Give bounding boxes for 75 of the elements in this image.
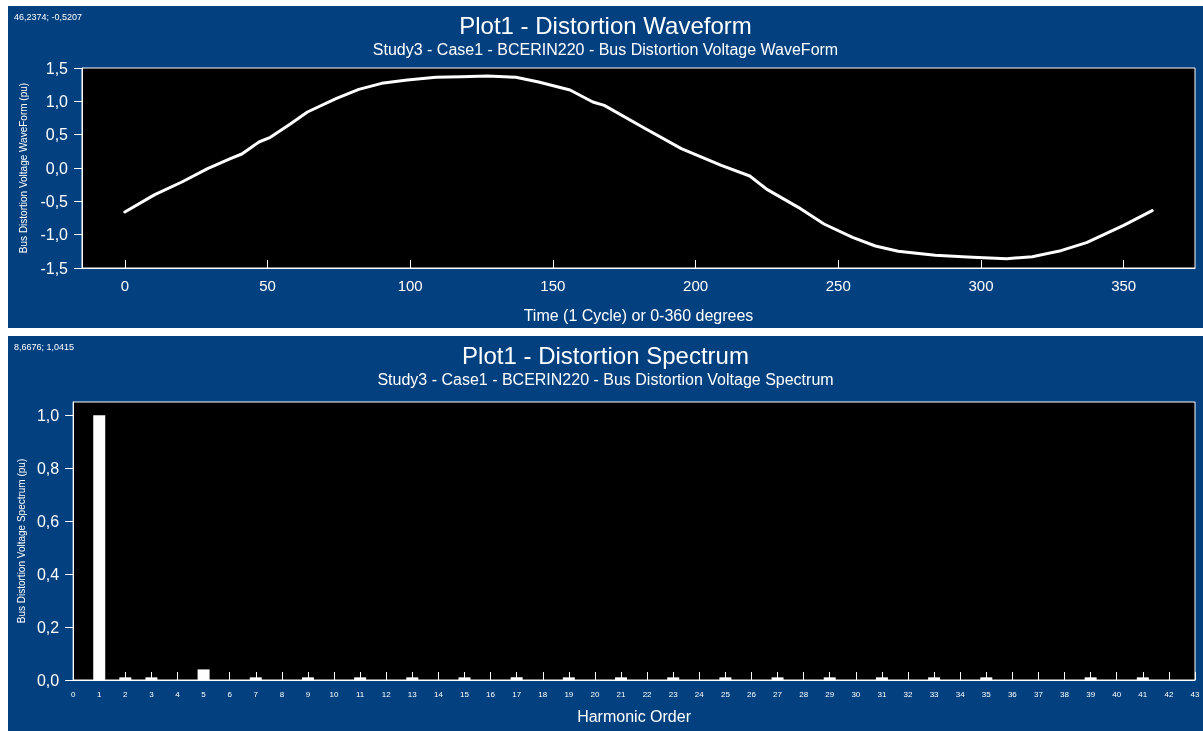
x-tick-label: 27 xyxy=(773,689,783,699)
x-tick-label: 12 xyxy=(381,689,392,699)
x-tick-label: 200 xyxy=(683,277,709,294)
x-tick-label: 28 xyxy=(799,689,809,699)
x-tick-label: 0 xyxy=(70,689,76,699)
x-tick-label: 36 xyxy=(1007,689,1018,699)
x-tick-label: 20 xyxy=(590,689,600,699)
x-tick-label: 7 xyxy=(253,689,259,699)
y-tick-label: -1,0 xyxy=(40,226,69,244)
y-axis-title: Bus Distortion Voltage Spectrum (pu) xyxy=(15,458,27,624)
x-tick-label: 35 xyxy=(981,689,992,699)
chart-title: Plot1 - Distortion Spectrum xyxy=(462,341,749,369)
y-tick-label: 1,0 xyxy=(45,92,69,110)
x-tick-label: 19 xyxy=(564,689,574,699)
x-tick-label: 2 xyxy=(123,689,129,699)
x-tick-label: 40 xyxy=(1112,689,1122,699)
x-tick-label: 4 xyxy=(175,689,181,699)
x-tick-label: 24 xyxy=(694,689,705,699)
x-tick-label: 350 xyxy=(1111,277,1137,294)
text: 46,2374; -0,5207 xyxy=(14,11,83,22)
x-tick-label: 300 xyxy=(968,277,994,294)
y-tick-label: 1,5 xyxy=(45,59,69,77)
x-tick-label: 250 xyxy=(825,277,851,294)
x-axis-title: Time (1 Cycle) or 0-360 degrees xyxy=(523,306,754,324)
x-tick-label: 31 xyxy=(877,689,887,699)
x-tick-label: 42 xyxy=(1164,689,1174,699)
x-tick-label: 11 xyxy=(355,689,365,699)
x-tick-label: 37 xyxy=(1034,689,1044,699)
y-tick-label: 0,8 xyxy=(36,459,60,477)
x-tick-label: 3 xyxy=(149,689,155,699)
text: 8,6676; 1,0415 xyxy=(14,341,75,352)
x-tick-label: 43 xyxy=(1190,689,1200,699)
y-tick-label: -0,5 xyxy=(40,192,69,210)
y-tick-label: 0,5 xyxy=(45,126,69,144)
x-tick-label: 34 xyxy=(955,689,966,699)
x-tick-label: 8 xyxy=(279,689,285,699)
x-tick-label: 39 xyxy=(1086,689,1096,699)
x-tick-label: 18 xyxy=(538,689,548,699)
x-tick-label: 15 xyxy=(460,689,470,699)
x-tick-label: 38 xyxy=(1060,689,1070,699)
y-tick-label: 0,0 xyxy=(45,159,69,177)
chart-subtitle: Study3 - Case1 - BCERIN220 - Bus Distortion Voltage Spectrum xyxy=(377,370,834,388)
y-tick-label: 0,4 xyxy=(36,565,60,583)
y-tick-label: -1,5 xyxy=(40,259,69,277)
x-tick-label: 16 xyxy=(486,689,496,699)
x-tick-label: 23 xyxy=(668,689,679,699)
x-tick-label: 0 xyxy=(120,277,129,294)
y-tick-label: 1,0 xyxy=(36,406,60,424)
x-axis-title: Harmonic Order xyxy=(577,707,692,725)
x-tick-label: 5 xyxy=(201,689,207,699)
x-tick-label: 21 xyxy=(616,689,627,699)
y-tick-label: 0,6 xyxy=(36,512,60,530)
x-tick-label: 14 xyxy=(433,689,444,699)
x-tick-label: 17 xyxy=(512,689,522,699)
x-tick-label: 41 xyxy=(1138,689,1148,699)
y-tick-label: 0,2 xyxy=(36,618,60,636)
x-tick-label: 33 xyxy=(929,689,940,699)
y-tick-label: 0,0 xyxy=(36,671,60,689)
x-tick-label: 150 xyxy=(540,277,566,294)
y-axis-title: Bus Distortion Voltage WaveForm (pu) xyxy=(17,82,29,254)
x-tick-label: 13 xyxy=(407,689,418,699)
x-tick-label: 25 xyxy=(720,689,731,699)
x-tick-label: 10 xyxy=(329,689,340,699)
x-tick-label: 6 xyxy=(227,689,233,699)
chart-title: Plot1 - Distortion Waveform xyxy=(459,11,752,39)
x-tick-label: 30 xyxy=(851,689,861,699)
x-tick-label: 50 xyxy=(259,277,276,294)
x-tick-label: 32 xyxy=(903,689,914,699)
x-tick-label: 100 xyxy=(397,277,423,294)
x-tick-label: 29 xyxy=(825,689,835,699)
x-tick-label: 9 xyxy=(305,689,311,699)
x-tick-label: 26 xyxy=(747,689,757,699)
chart-subtitle: Study3 - Case1 - BCERIN220 - Bus Distortion Voltage WaveForm xyxy=(372,40,839,58)
x-tick-label: 22 xyxy=(642,689,653,699)
x-tick-label: 1 xyxy=(97,689,103,699)
